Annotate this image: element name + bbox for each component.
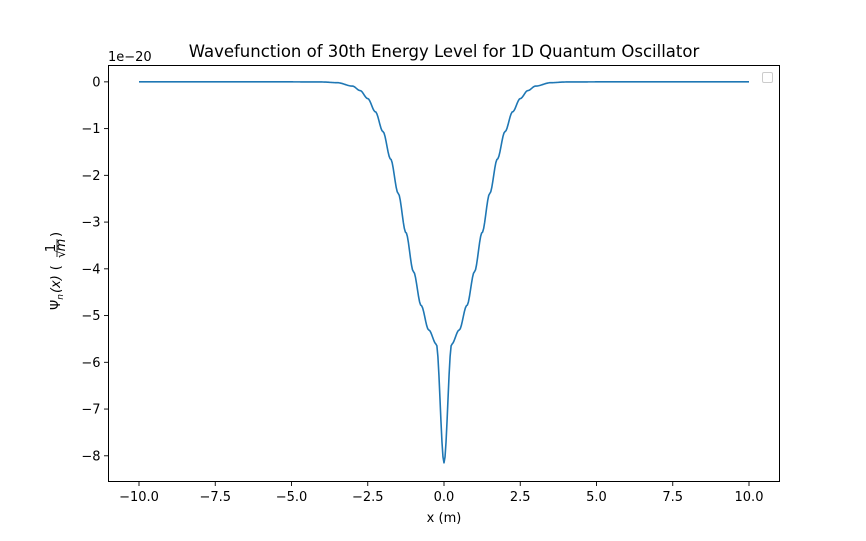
svg-text:√: √ [54, 249, 69, 258]
y-tick-label: −4 [81, 262, 100, 277]
y-label-psi: Ψ [49, 300, 64, 310]
y-axis-label: Ψn(x)( 1 √ m ) [44, 232, 69, 310]
x-tick-label: −10.0 [119, 490, 159, 505]
y-tick-label: −3 [81, 216, 100, 231]
y-label-arg: (x) [49, 275, 64, 293]
plot-area [139, 81, 749, 464]
x-tick-label: −2.5 [352, 490, 384, 505]
y-tick-label: 0 [92, 75, 100, 90]
y-axis: 0 −1 −2 −3 −4 −5 −6 −7 −8 [81, 75, 109, 464]
x-tick-label: 0.0 [434, 490, 455, 505]
y-tick-label: −1 [81, 122, 100, 137]
x-tick-label: 2.5 [510, 490, 531, 505]
svg-text:Ψn(x)(: Ψn(x)( [49, 265, 66, 310]
chart-title: Wavefunction of 30th Energy Level for 1D… [189, 42, 700, 61]
series-line-psi [139, 81, 749, 464]
y-offset-text: 1e−20 [108, 50, 152, 65]
svg-text:): ) [49, 232, 64, 237]
x-axis: −10.0 −7.5 −5.0 −2.5 0.0 2.5 5.0 7.5 10.0 [119, 481, 764, 505]
x-tick-label: 10.0 [735, 490, 764, 505]
x-tick-label: 5.0 [586, 490, 607, 505]
x-tick-label: −7.5 [199, 490, 231, 505]
y-label-unit-numerator: 1 [44, 244, 59, 252]
y-tick-label: −5 [81, 309, 100, 324]
x-axis-label: x (m) [427, 511, 462, 526]
y-label-subscript: n [56, 294, 66, 300]
x-tick-label: 7.5 [662, 490, 683, 505]
y-tick-label: −7 [81, 403, 100, 418]
y-tick-label: −6 [81, 356, 100, 371]
legend-box [762, 72, 773, 83]
x-tick-label: −5.0 [276, 490, 308, 505]
y-label-unit-denominator: m [54, 239, 69, 252]
y-tick-label: −2 [81, 169, 100, 184]
y-tick-label: −8 [81, 449, 100, 464]
